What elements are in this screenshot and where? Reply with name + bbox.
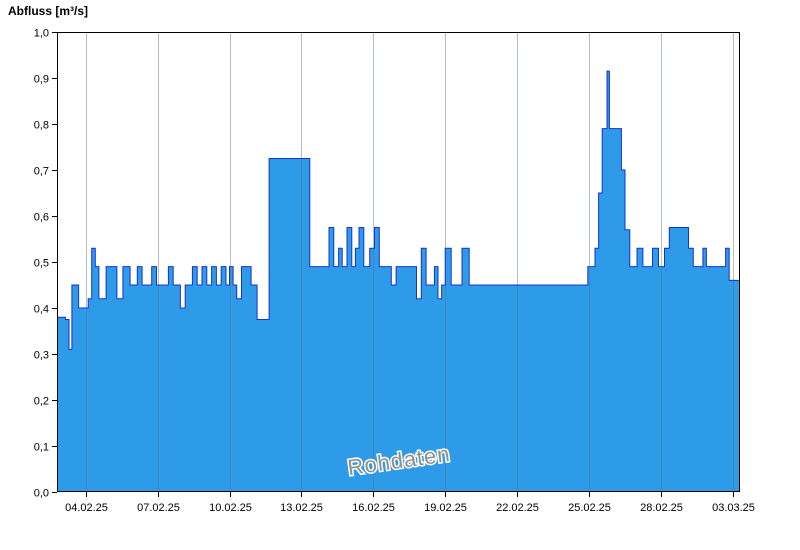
x-tick-label: 13.02.25 xyxy=(280,502,323,514)
chart-title: Abfluss [m³/s] xyxy=(8,4,89,18)
y-tick-label: 1,0 xyxy=(34,28,49,40)
y-tick-label: 0,2 xyxy=(34,396,49,408)
y-tick-label: 0,9 xyxy=(34,74,49,86)
x-tick-label: 28.02.25 xyxy=(640,502,683,514)
x-tick-label: 07.02.25 xyxy=(137,502,180,514)
y-tick-label: 0,7 xyxy=(34,166,49,178)
y-tick-label: 0,1 xyxy=(34,442,49,454)
gridlines xyxy=(86,33,734,491)
area-series xyxy=(57,71,740,492)
x-axis-labels: 04.02.25 07.02.25 10.02.25 13.02.25 16.02.25… xyxy=(65,492,755,514)
x-tick-label: 04.02.25 xyxy=(65,502,108,514)
x-tick-label: 25.02.25 xyxy=(568,502,611,514)
x-tick-label: 10.02.25 xyxy=(209,502,252,514)
x-tick-label: 03.03.25 xyxy=(712,502,755,514)
y-axis-labels: 0,0 0,1 0,2 0,3 0,4 0,5 0,6 0,7 0,8 0,9 1,0 xyxy=(34,28,57,500)
plot-border xyxy=(57,32,740,492)
y-tick-label: 0,4 xyxy=(34,304,49,316)
x-tick-label: 22.02.25 xyxy=(496,502,539,514)
series-outline xyxy=(57,70,740,350)
y-tick-label: 0,0 xyxy=(34,488,49,500)
y-tick-label: 0,3 xyxy=(34,350,49,362)
y-tick-label: 0,6 xyxy=(34,212,49,224)
x-tick-label: 16.02.25 xyxy=(352,502,395,514)
y-tick-label: 0,5 xyxy=(34,258,49,270)
x-tick-label: 19.02.25 xyxy=(424,502,467,514)
y-tick-label: 0,8 xyxy=(34,120,49,132)
